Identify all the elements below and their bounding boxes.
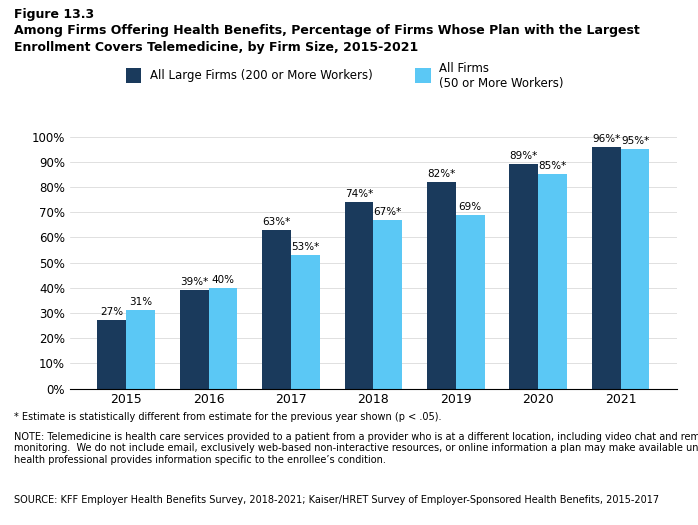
Bar [538,174,567,388]
Text: 89%*: 89%* [510,151,538,161]
Text: 40%: 40% [211,275,235,285]
Text: 74%*: 74%* [345,189,373,199]
Text: 27%: 27% [101,308,124,318]
Text: All Firms
(50 or More Workers): All Firms (50 or More Workers) [439,61,564,90]
Text: 69%: 69% [459,202,482,212]
Text: NOTE: Telemedicine is health care services provided to a patient from a provider: NOTE: Telemedicine is health care servic… [14,432,698,465]
Text: 63%*: 63%* [262,217,291,227]
Text: 39%*: 39%* [180,277,208,287]
Bar [456,215,484,388]
Bar [291,255,320,388]
Text: 31%: 31% [129,297,152,307]
Bar [427,182,456,388]
Bar [510,164,538,388]
Text: 67%*: 67%* [373,207,402,217]
Bar [373,219,402,388]
Text: 53%*: 53%* [291,242,320,252]
Text: * Estimate is statistically different from estimate for the previous year shown : * Estimate is statistically different fr… [14,412,441,422]
Bar [621,149,649,388]
Text: 96%*: 96%* [592,133,621,143]
Bar [592,146,621,388]
Bar [345,202,373,388]
Text: 82%*: 82%* [427,169,456,179]
Text: Figure 13.3: Figure 13.3 [14,8,94,21]
Text: 95%*: 95%* [621,136,649,146]
Text: 85%*: 85%* [539,161,567,171]
Bar [180,290,209,388]
Bar [209,288,237,388]
Bar [262,230,291,388]
Text: Enrollment Covers Telemedicine, by Firm Size, 2015-2021: Enrollment Covers Telemedicine, by Firm … [14,41,418,54]
Bar [126,310,155,388]
Text: Among Firms Offering Health Benefits, Percentage of Firms Whose Plan with the La: Among Firms Offering Health Benefits, Pe… [14,24,639,37]
Text: All Large Firms (200 or More Workers): All Large Firms (200 or More Workers) [149,69,373,82]
Bar [98,320,126,388]
Text: SOURCE: KFF Employer Health Benefits Survey, 2018-2021; Kaiser/HRET Survey of Em: SOURCE: KFF Employer Health Benefits Sur… [14,495,659,505]
